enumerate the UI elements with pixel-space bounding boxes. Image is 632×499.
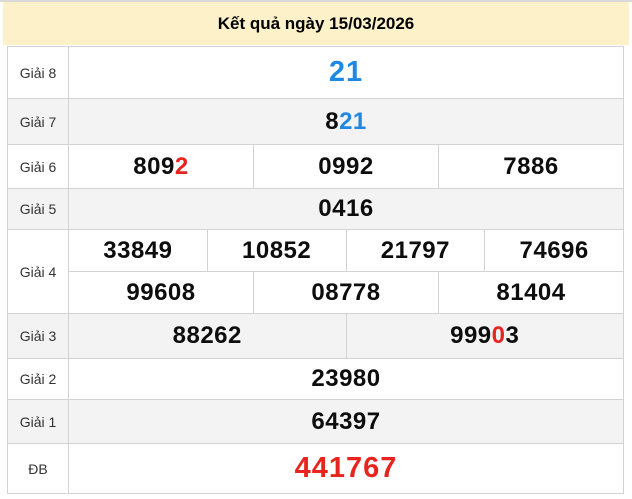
prize-number: 81404 xyxy=(438,272,623,313)
prize-number-segment: 0 xyxy=(491,322,506,349)
prize-label-giai-2: Giải 2 xyxy=(8,359,69,399)
table-row-giai-3: Giải 3 88262 999 0 3 xyxy=(8,313,623,358)
prize-number-segment: 74696 xyxy=(519,236,589,264)
prize-number-segment: 21 xyxy=(328,56,364,88)
prize-numbers-area: 88262 999 0 3 xyxy=(69,314,623,358)
prize-label-db: ĐB xyxy=(8,444,69,493)
prize-number: 10852 xyxy=(206,230,346,271)
prize-label-giai-4: Giải 4 xyxy=(8,230,69,313)
prize-number: 0992 xyxy=(253,145,438,188)
prize-numbers-area: 0416 xyxy=(69,189,623,229)
prize-numbers-area: 8 21 xyxy=(69,99,623,144)
prize-number: 21 xyxy=(69,47,623,98)
prize-line: 33849 10852 21797 74696 xyxy=(69,230,623,271)
prize-number-segment: 10852 xyxy=(242,236,312,264)
prize-number: 999 0 3 xyxy=(345,314,624,358)
prize-number-segment: 0416 xyxy=(318,195,374,222)
prize-number-segment: 64397 xyxy=(311,407,381,435)
results-title: Kết quả ngày 15/03/2026 xyxy=(217,13,415,33)
prize-line: 21 xyxy=(69,47,623,98)
table-row-giai-8: Giải 8 21 xyxy=(8,47,623,98)
prize-number: 809 2 xyxy=(69,145,253,188)
prize-number: 74696 xyxy=(484,230,623,271)
prize-numbers-area: 441767 xyxy=(69,444,623,493)
prize-line: 441767 xyxy=(69,444,623,493)
prize-number: 33849 xyxy=(69,230,207,271)
prize-number-segment: 99608 xyxy=(126,278,196,306)
prize-numbers-area: 809 2 0992 7886 xyxy=(69,145,623,188)
table-row-giai-5: Giải 5 0416 xyxy=(8,188,623,229)
prize-number-segment: 88262 xyxy=(172,322,242,349)
prize-number-segment: 3 xyxy=(505,322,520,349)
prize-number-segment: 21 xyxy=(339,107,367,135)
top-divider xyxy=(0,0,632,2)
prize-number: 441767 xyxy=(69,444,623,493)
prize-line: 23980 xyxy=(69,359,623,399)
prize-numbers-area: 21 xyxy=(69,47,623,98)
prize-number: 64397 xyxy=(69,400,623,443)
prize-numbers-area: 33849 10852 21797 74696 99608 08778 81404 xyxy=(69,230,623,313)
table-row-giai-6: Giải 6 809 2 0992 7886 xyxy=(8,144,623,188)
prize-numbers-area: 64397 xyxy=(69,400,623,443)
table-row-giai-2: Giải 2 23980 xyxy=(8,358,623,399)
prize-number: 0416 xyxy=(69,189,623,229)
prize-number-segment: 441767 xyxy=(294,452,398,484)
results-table: Giải 8 21 Giải 7 8 21 Giải 6 809 2 0992 7886 Giải … xyxy=(7,46,624,494)
prize-number: 99608 xyxy=(69,272,253,313)
prize-numbers-area: 23980 xyxy=(69,359,623,399)
prize-number-segment: 81404 xyxy=(496,278,566,306)
prize-label-giai-1: Giải 1 xyxy=(8,400,69,443)
prize-line: 88262 999 0 3 xyxy=(69,314,623,358)
prize-number-segment: 2 xyxy=(174,152,189,180)
prize-number: 21797 xyxy=(345,230,485,271)
table-row-giai-7: Giải 7 8 21 xyxy=(8,98,623,144)
prize-label-giai-3: Giải 3 xyxy=(8,314,69,358)
prize-number-segment: 7886 xyxy=(503,152,559,180)
prize-line: 64397 xyxy=(69,400,623,443)
prize-label-giai-8: Giải 8 xyxy=(8,47,69,98)
prize-number-segment: 33849 xyxy=(103,236,173,264)
prize-number-segment: 23980 xyxy=(311,365,381,392)
prize-number: 7886 xyxy=(438,145,623,188)
prize-number-segment: 809 xyxy=(133,152,175,180)
prize-number: 88262 xyxy=(69,314,346,358)
prize-number-segment: 8 xyxy=(325,107,340,135)
results-header: Kết quả ngày 15/03/2026 xyxy=(3,2,629,45)
table-row-giai-4: Giải 4 33849 10852 21797 74696 99608 08778 8140… xyxy=(8,229,623,313)
prize-line: 8 21 xyxy=(69,99,623,144)
prize-line: 0416 xyxy=(69,189,623,229)
prize-number-segment: 08778 xyxy=(311,278,381,306)
prize-number-segment: 0992 xyxy=(318,152,374,180)
table-row-giai-1: Giải 1 64397 xyxy=(8,399,623,443)
prize-number: 23980 xyxy=(69,359,623,399)
prize-number: 8 21 xyxy=(69,99,623,144)
table-row-db: ĐB 441767 xyxy=(8,443,623,493)
prize-number-segment: 999 xyxy=(450,322,492,349)
prize-label-giai-6: Giải 6 xyxy=(8,145,69,188)
prize-label-giai-7: Giải 7 xyxy=(8,99,69,144)
prize-number: 08778 xyxy=(253,272,438,313)
prize-line: 809 2 0992 7886 xyxy=(69,145,623,188)
prize-line: 99608 08778 81404 xyxy=(69,271,623,313)
prize-label-giai-5: Giải 5 xyxy=(8,189,69,229)
prize-number-segment: 21797 xyxy=(380,236,450,264)
